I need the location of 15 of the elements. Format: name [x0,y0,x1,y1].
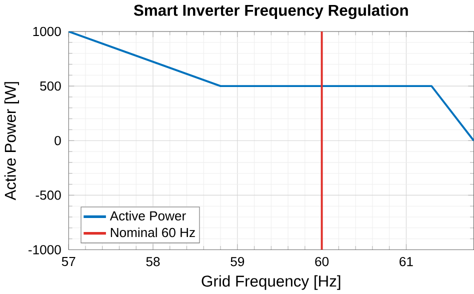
chart-title: Smart Inverter Frequency Regulation [134,4,408,19]
x-tick-label: 60 [315,256,329,266]
x-axis-title: Grid Frequency [Hz] [202,275,340,290]
y-tick-label: 500 [40,81,61,91]
legend-label: Active Power [110,210,186,220]
y-tick-label: 0 [54,136,61,146]
y-tick-label: -500 [36,190,61,200]
y-axis-title: Active Power [W] [4,82,19,200]
legend-label: Nominal 60 Hz [110,228,195,238]
x-tick-label: 61 [400,256,413,266]
y-tick-label: -1000 [28,245,61,254]
x-tick-label: 57 [62,256,76,266]
x-tick-label: 59 [230,256,244,266]
x-tick-label: 58 [146,256,160,266]
y-tick-label: 1000 [33,26,61,36]
